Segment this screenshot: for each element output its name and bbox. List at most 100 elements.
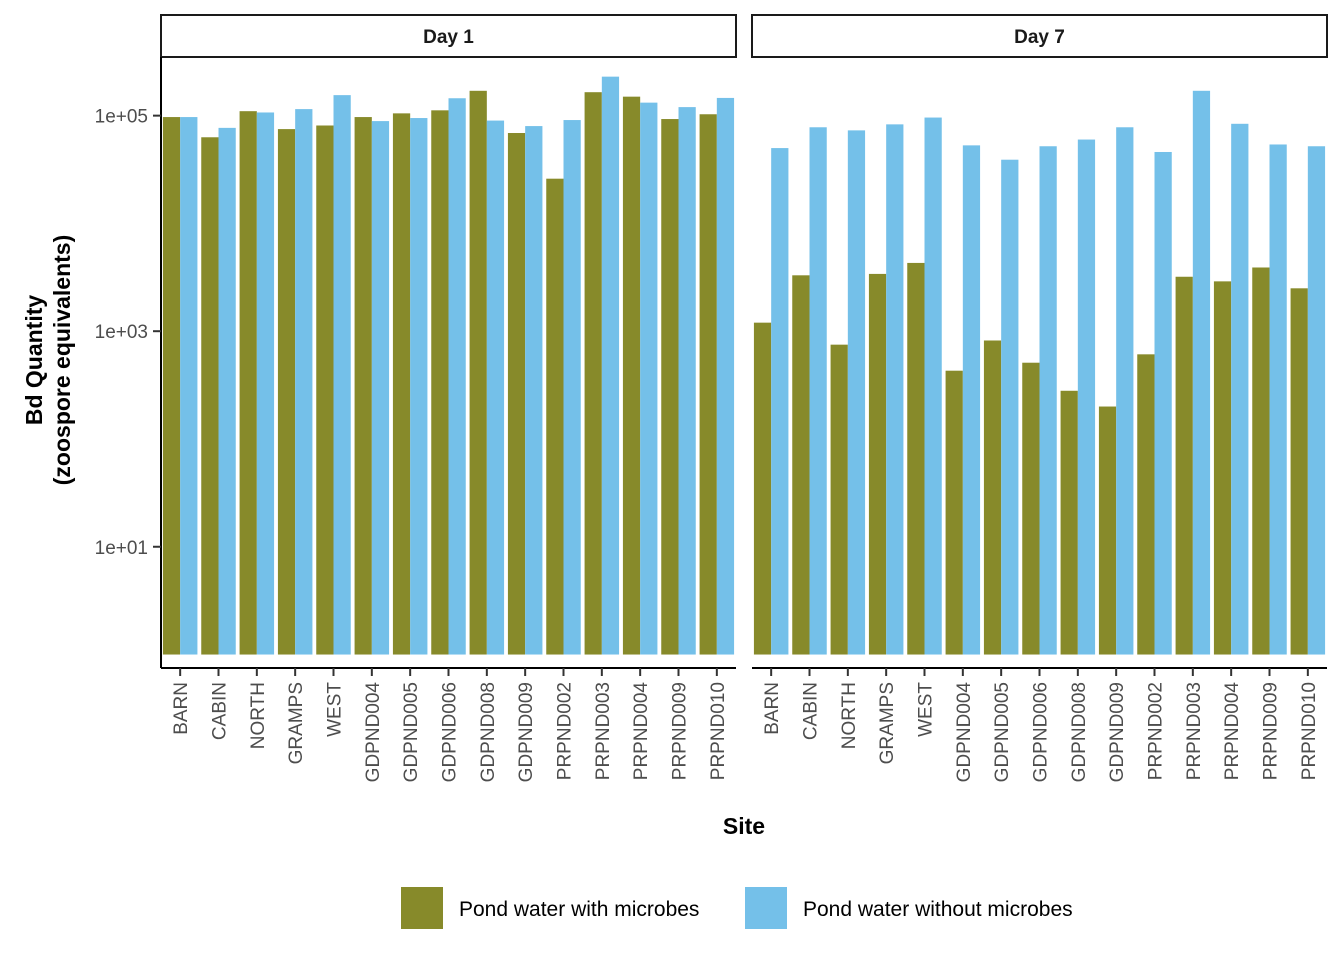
bar-without-microbes bbox=[886, 124, 904, 655]
x-tick-label: GDPND009 bbox=[516, 682, 537, 782]
bar-with-microbes bbox=[507, 133, 526, 655]
bar-with-microbes bbox=[584, 92, 602, 655]
bar-with-microbes bbox=[1137, 354, 1155, 655]
x-tick-label: PRPND003 bbox=[1184, 682, 1205, 780]
bar-without-microbes bbox=[1154, 151, 1172, 655]
x-tick-label: PRPND004 bbox=[631, 682, 652, 781]
x-tick-label: WEST bbox=[916, 682, 937, 737]
panel-title: Day 7 bbox=[1014, 27, 1065, 48]
bar-with-microbes bbox=[699, 114, 717, 655]
bar-with-microbes bbox=[469, 90, 487, 655]
bar-with-microbes bbox=[753, 322, 772, 655]
y-tick-label: 1e+05 bbox=[95, 107, 148, 128]
x-tick-label: GDPND004 bbox=[954, 682, 975, 783]
bar-without-microbes bbox=[1039, 146, 1057, 655]
bar-without-microbes bbox=[180, 117, 198, 655]
legend-swatch-without-microbes bbox=[745, 887, 787, 929]
bar-without-microbes bbox=[1269, 144, 1287, 655]
y-axis-title-line1: Bd Quantity bbox=[21, 295, 47, 426]
bar-with-microbes bbox=[1252, 267, 1270, 655]
x-tick-label: PRPND003 bbox=[593, 682, 614, 780]
bar-with-microbes bbox=[1022, 362, 1040, 655]
bar-without-microbes bbox=[1307, 146, 1326, 655]
y-tick-label: 1e+01 bbox=[95, 538, 148, 559]
bar-with-microbes bbox=[868, 273, 887, 655]
bar-without-microbes bbox=[1192, 90, 1211, 655]
x-tick-label: GDPND009 bbox=[1107, 682, 1128, 782]
x-tick-label: GRAMPS bbox=[877, 682, 898, 764]
bar-with-microbes bbox=[316, 125, 334, 655]
bar-without-microbes bbox=[1001, 159, 1019, 655]
panel-strip bbox=[160, 14, 737, 58]
x-axis-title: Site bbox=[723, 813, 765, 839]
legend-label-with-microbes: Pond water with microbes bbox=[459, 898, 699, 921]
bar-without-microbes bbox=[1231, 123, 1249, 655]
bar-with-microbes bbox=[907, 262, 925, 655]
bar-without-microbes bbox=[1077, 139, 1096, 655]
bar-with-microbes bbox=[546, 178, 564, 655]
x-tick-label: PRPND002 bbox=[1146, 682, 1167, 780]
bar-without-microbes bbox=[847, 130, 866, 655]
bar-without-microbes bbox=[924, 117, 942, 655]
bar-with-microbes bbox=[1060, 390, 1078, 655]
x-tick-label: GDPND006 bbox=[1031, 682, 1052, 782]
bar-with-microbes bbox=[431, 110, 449, 655]
bar-without-microbes bbox=[486, 120, 505, 655]
x-tick-label: GRAMPS bbox=[286, 682, 307, 764]
bar-without-microbes bbox=[525, 126, 543, 655]
legend-label-without-microbes: Pond water without microbes bbox=[803, 898, 1073, 921]
bar-with-microbes bbox=[277, 129, 296, 655]
bar-with-microbes bbox=[1098, 406, 1117, 655]
bar-without-microbes bbox=[218, 127, 236, 655]
y-tick-label: 1e+03 bbox=[95, 322, 148, 343]
bar-without-microbes bbox=[333, 95, 351, 655]
bar-without-microbes bbox=[371, 121, 390, 655]
bar-without-microbes bbox=[448, 98, 466, 655]
bar-with-microbes bbox=[830, 344, 848, 655]
bar-with-microbes bbox=[392, 113, 411, 655]
bar-with-microbes bbox=[792, 275, 810, 655]
x-tick-label: CABIN bbox=[210, 682, 231, 740]
bar-with-microbes bbox=[622, 96, 641, 655]
bar-without-microbes bbox=[256, 112, 275, 655]
panel-strip bbox=[751, 14, 1328, 58]
legend-swatch-with-microbes bbox=[401, 887, 443, 929]
bar-without-microbes bbox=[1116, 127, 1134, 655]
x-tick-label: GDPND004 bbox=[363, 682, 384, 783]
x-tick-label: PRPND004 bbox=[1222, 682, 1243, 781]
x-tick-label: GDPND005 bbox=[992, 682, 1013, 782]
x-tick-label: NORTH bbox=[248, 682, 269, 749]
bar-with-microbes bbox=[1175, 276, 1193, 655]
bar-with-microbes bbox=[983, 340, 1002, 655]
bar-without-microbes bbox=[678, 107, 696, 655]
bar-without-microbes bbox=[601, 76, 620, 655]
bar-with-microbes bbox=[239, 111, 257, 655]
bar-without-microbes bbox=[962, 145, 981, 655]
x-tick-label: BARN bbox=[762, 682, 783, 735]
x-tick-label: GDPND008 bbox=[478, 682, 499, 782]
bar-without-microbes bbox=[410, 118, 428, 655]
legend: Pond water with microbes Pond water witho… bbox=[401, 887, 1073, 929]
x-tick-label: GDPND006 bbox=[440, 682, 461, 782]
bar-without-microbes bbox=[716, 97, 735, 655]
x-tick-label: GDPND008 bbox=[1069, 682, 1090, 782]
x-tick-label: PRPND009 bbox=[1261, 682, 1282, 780]
bar-with-microbes bbox=[1213, 281, 1232, 655]
x-tick-label: PRPND002 bbox=[555, 682, 576, 780]
bar-without-microbes bbox=[640, 102, 658, 655]
x-tick-label: PRPND010 bbox=[1299, 682, 1320, 780]
bar-with-microbes bbox=[201, 137, 219, 655]
panel-title: Day 1 bbox=[423, 27, 474, 48]
x-tick-label: NORTH bbox=[839, 682, 860, 749]
bar-with-microbes bbox=[162, 117, 181, 655]
bar-without-microbes bbox=[809, 127, 827, 655]
panel-1: Day 1 BARN CABIN NORTH GRAMPS WEST GDPND004 GDP… bbox=[95, 14, 737, 783]
x-tick-label: WEST bbox=[325, 682, 346, 737]
bar-without-microbes bbox=[295, 109, 313, 655]
panel-2: Day 7 BARN CABIN NORTH GRAMPS WEST GDPND004 GDP… bbox=[751, 14, 1328, 783]
y-axis-title-line2: (zoospore equivalents) bbox=[49, 235, 75, 485]
bar-with-microbes bbox=[354, 117, 372, 655]
bar-without-microbes bbox=[771, 148, 789, 655]
